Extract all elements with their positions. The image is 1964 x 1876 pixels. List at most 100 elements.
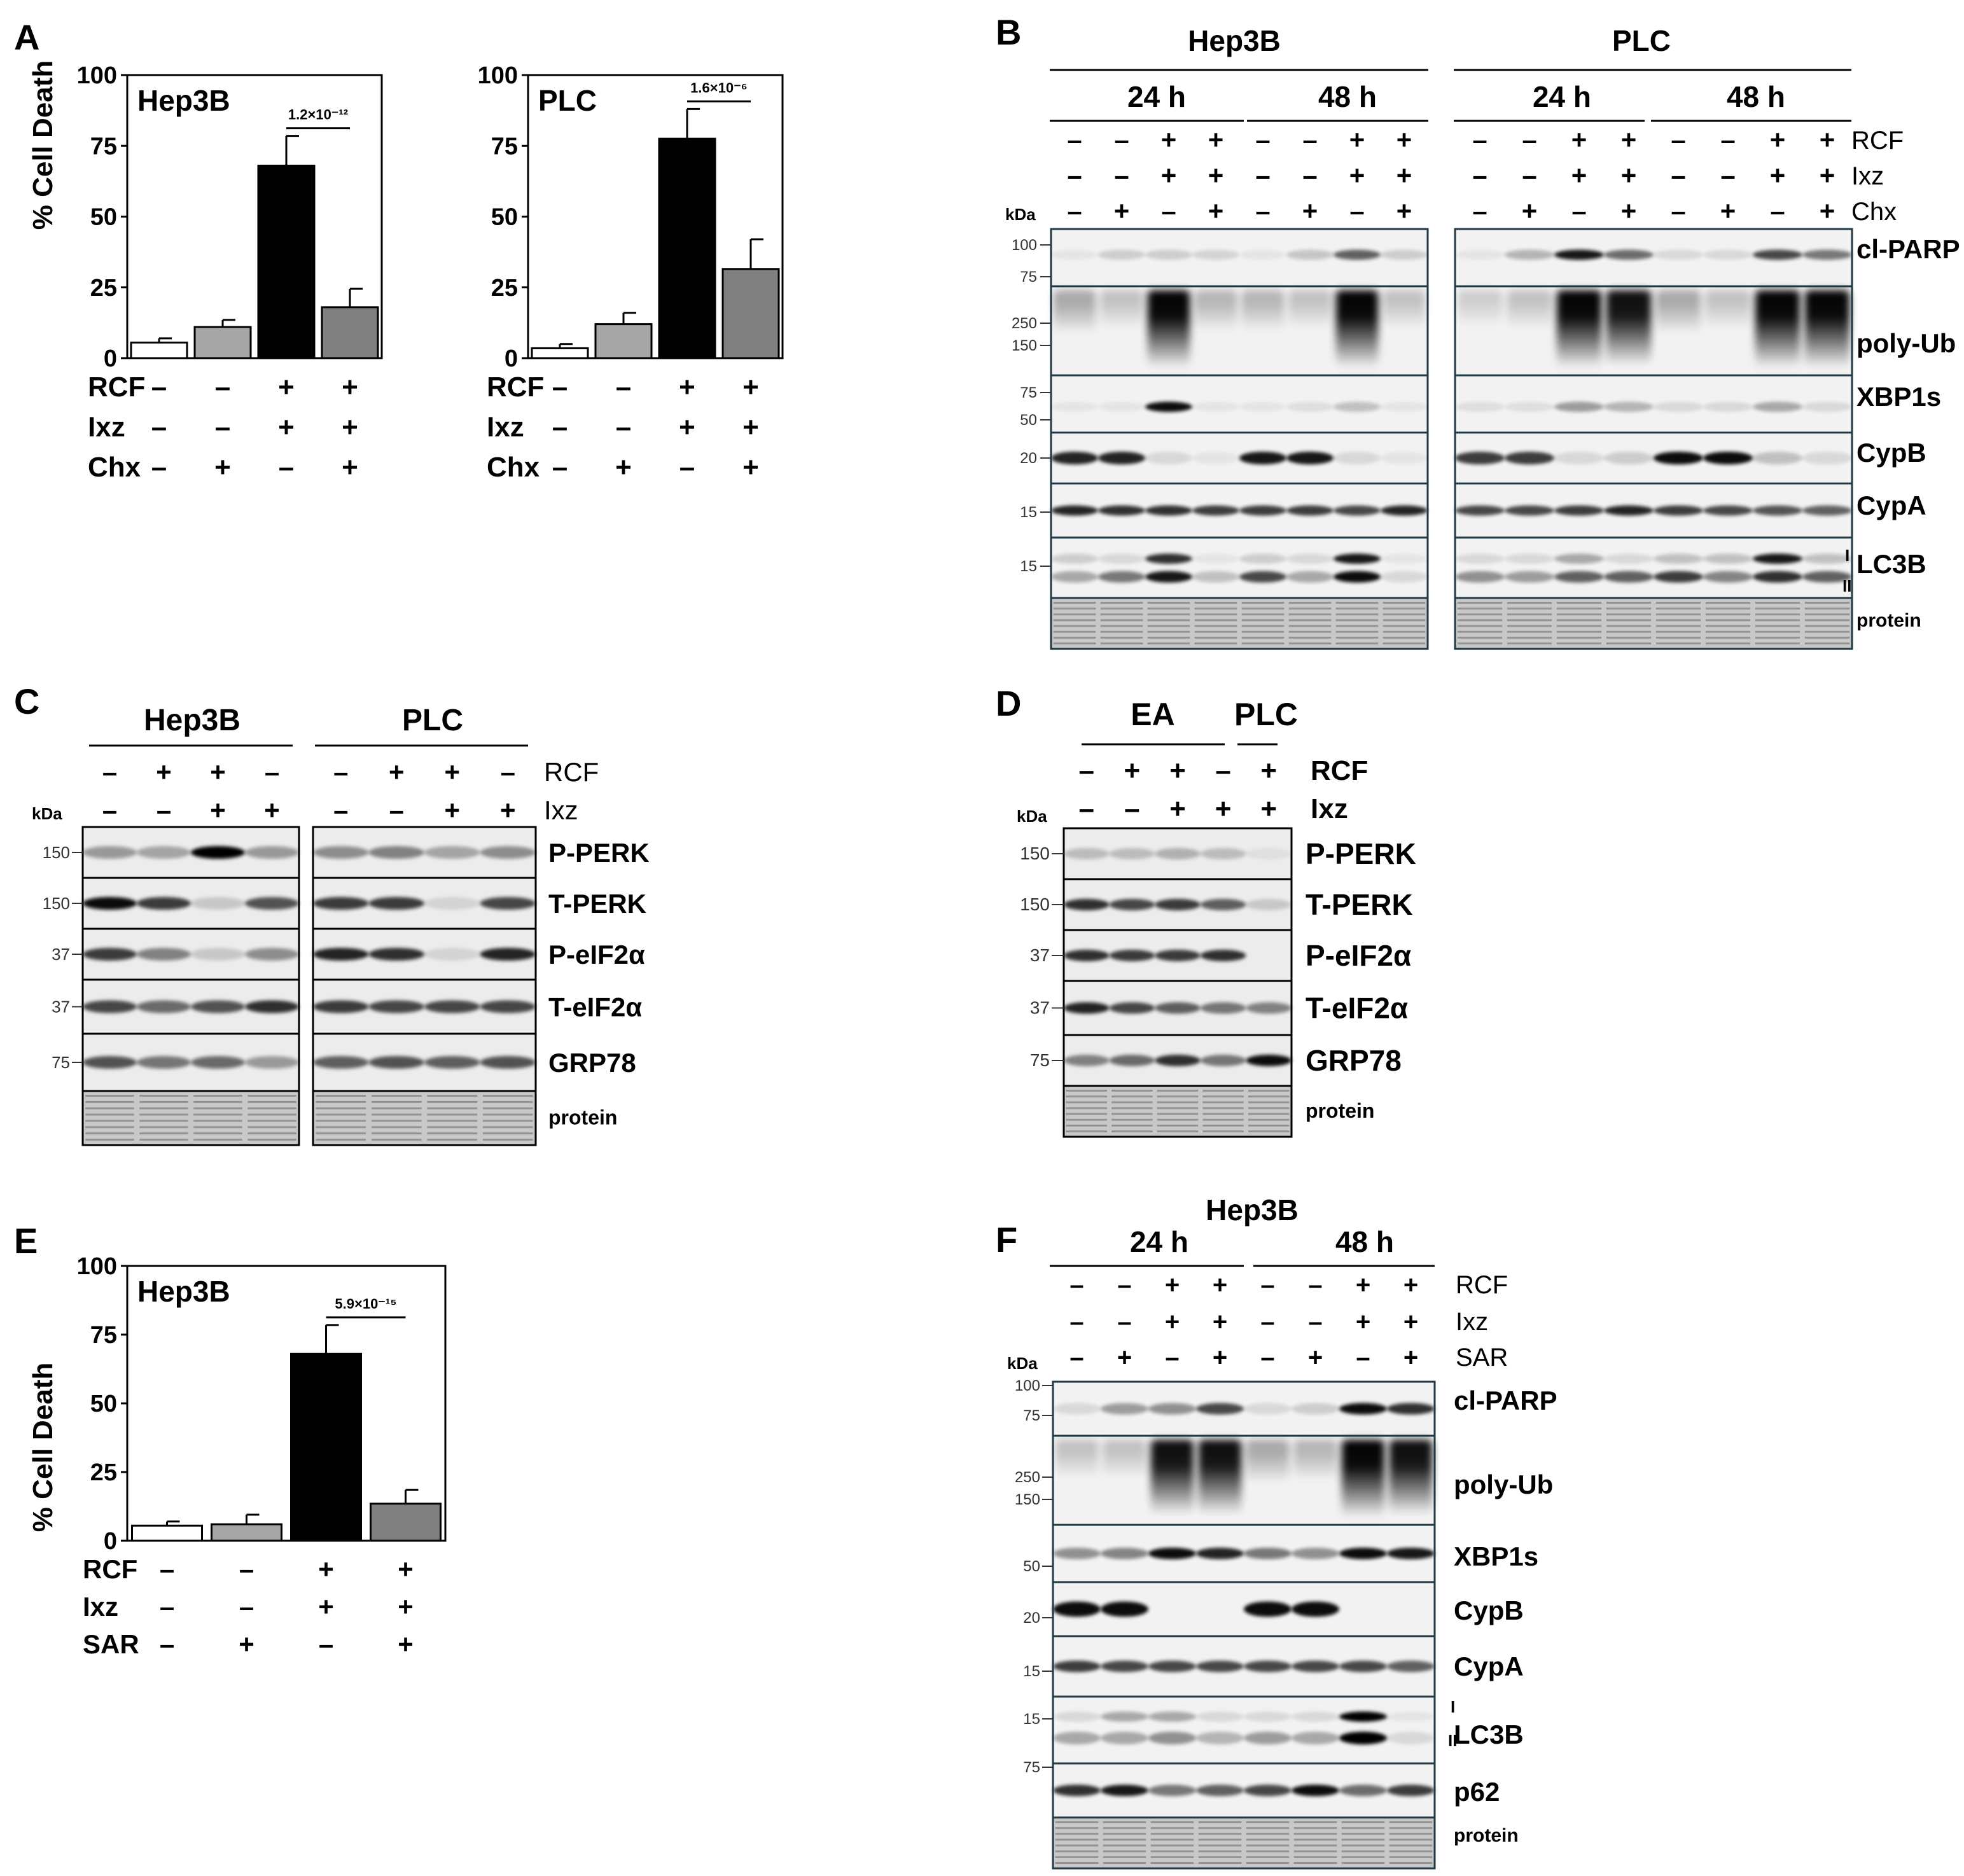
c-row-label-ixz: Ixz (544, 795, 578, 825)
treatment-sign: + (1169, 755, 1186, 786)
protein-stripe (1241, 630, 1285, 633)
band (83, 846, 137, 859)
protein-stripe (1055, 1856, 1099, 1858)
protein-stain (83, 1091, 299, 1145)
blot-border (81, 1090, 300, 1146)
protein-stripe (1457, 630, 1503, 633)
protein-stripe (1248, 1124, 1290, 1127)
protein-stripe (1293, 1827, 1337, 1830)
smear-band (1335, 290, 1379, 368)
bar (131, 1524, 203, 1542)
protein-stripe (1147, 625, 1190, 627)
band (83, 1056, 137, 1069)
smear-band (1755, 290, 1800, 368)
protein-stripe (1804, 636, 1850, 639)
protein-stripe (1556, 636, 1602, 639)
treatment-sign: + (1161, 125, 1177, 155)
treatment-sign: – (1114, 125, 1129, 155)
protein-stripe (1248, 1095, 1290, 1098)
smear-band (1246, 1440, 1290, 1483)
band (1192, 553, 1239, 564)
protein-stripe (316, 1113, 366, 1116)
protein-stripe (1341, 1821, 1385, 1823)
protein-stripe (1288, 608, 1332, 610)
band (1246, 1002, 1292, 1014)
band (1196, 1711, 1244, 1722)
protein-stripe (85, 1095, 134, 1097)
treatment-sign: + (1820, 125, 1835, 155)
treatment-sign: – (1302, 160, 1317, 190)
panel-b-blots: cl-PARP poly-Ub XBP1s CypB CypA LC3B protein 10… (1012, 228, 1960, 650)
protein-stripe (1150, 1833, 1194, 1835)
treatment-sign: – (1067, 160, 1082, 190)
band (480, 1000, 536, 1013)
d-kda-label: kDa (1017, 807, 1047, 826)
treatment-sign: – (1255, 196, 1270, 226)
protein-stripe (1241, 625, 1285, 627)
smear-band (1194, 290, 1237, 331)
band (1244, 1732, 1292, 1745)
protein-stripe (139, 1139, 188, 1141)
protein-stripe (1202, 1124, 1244, 1127)
blot-label: T-PERK (1306, 888, 1413, 921)
protein-stripe (1053, 643, 1096, 644)
protein-stripe (247, 1095, 296, 1097)
protein-stripe (1246, 1844, 1290, 1847)
b-kda-label: kDa (1005, 205, 1036, 224)
kda-marker: 15 (1020, 558, 1037, 575)
protein-stripe (1655, 625, 1701, 627)
blot-background (1053, 1697, 1435, 1763)
protein-stripe (1804, 643, 1850, 644)
treatment-sign: – (151, 452, 167, 483)
c-kda-label: kDa (32, 804, 62, 823)
protein-stripe (85, 1126, 134, 1129)
band (1339, 1732, 1387, 1745)
protein-stripe (1457, 613, 1503, 616)
protein-stripe (1335, 625, 1379, 627)
band (1098, 401, 1145, 412)
band (1292, 1784, 1339, 1796)
band (1654, 571, 1703, 583)
protein-stripe (1755, 613, 1800, 616)
treatment-sign: – (1260, 1308, 1274, 1336)
protein-stripe (1507, 613, 1552, 616)
protein-stripe (1055, 1838, 1099, 1841)
protein-stripe (1150, 1844, 1194, 1847)
blot-strip-protein (1050, 597, 1429, 650)
protein-stripe (1382, 613, 1426, 616)
protein-stripe (193, 1101, 242, 1103)
protein-stripe (1293, 1833, 1337, 1835)
kda-marker: 75 (52, 1053, 70, 1072)
protein-stripe (1103, 1844, 1146, 1847)
treatment-sign: – (1215, 755, 1230, 786)
protein-stripe (1705, 636, 1751, 639)
band (1244, 1403, 1292, 1415)
band (368, 1000, 424, 1013)
treatment-sign: – (1255, 160, 1270, 190)
protein-stripe (1150, 1850, 1194, 1852)
protein-stripe (1389, 1862, 1433, 1864)
blot-label: LC3B (1454, 1720, 1524, 1749)
blot-strip-P-eIF2α (81, 928, 300, 981)
protein-stripe (1556, 643, 1602, 644)
band (1802, 505, 1852, 516)
protein-stripe (1341, 1827, 1385, 1830)
protein-stripe (427, 1107, 478, 1109)
band (1053, 1403, 1101, 1415)
protein-stripe (1150, 1821, 1194, 1823)
treatment-sign: + (389, 757, 405, 787)
treatment-sign: + (1621, 125, 1637, 155)
panel-letter-f: F (996, 1219, 1017, 1260)
panel-letter-b: B (996, 12, 1021, 52)
blot-background (1455, 538, 1852, 598)
blot-label: CypA (1454, 1651, 1524, 1681)
protein-stripe (1288, 625, 1332, 627)
treatment-sign: + (398, 1592, 414, 1622)
band (1455, 249, 1505, 260)
treatment-sign: + (1213, 1308, 1227, 1336)
panel-b-header: Hep3B PLC 24 h 48 h 24 h 48 h RCF Ixz Ch… (1005, 24, 1904, 226)
blot-label: GRP78 (1306, 1044, 1402, 1077)
protein-stripe (1055, 1827, 1099, 1830)
protein-stripe (1147, 619, 1190, 622)
protein-stripe (247, 1132, 296, 1135)
